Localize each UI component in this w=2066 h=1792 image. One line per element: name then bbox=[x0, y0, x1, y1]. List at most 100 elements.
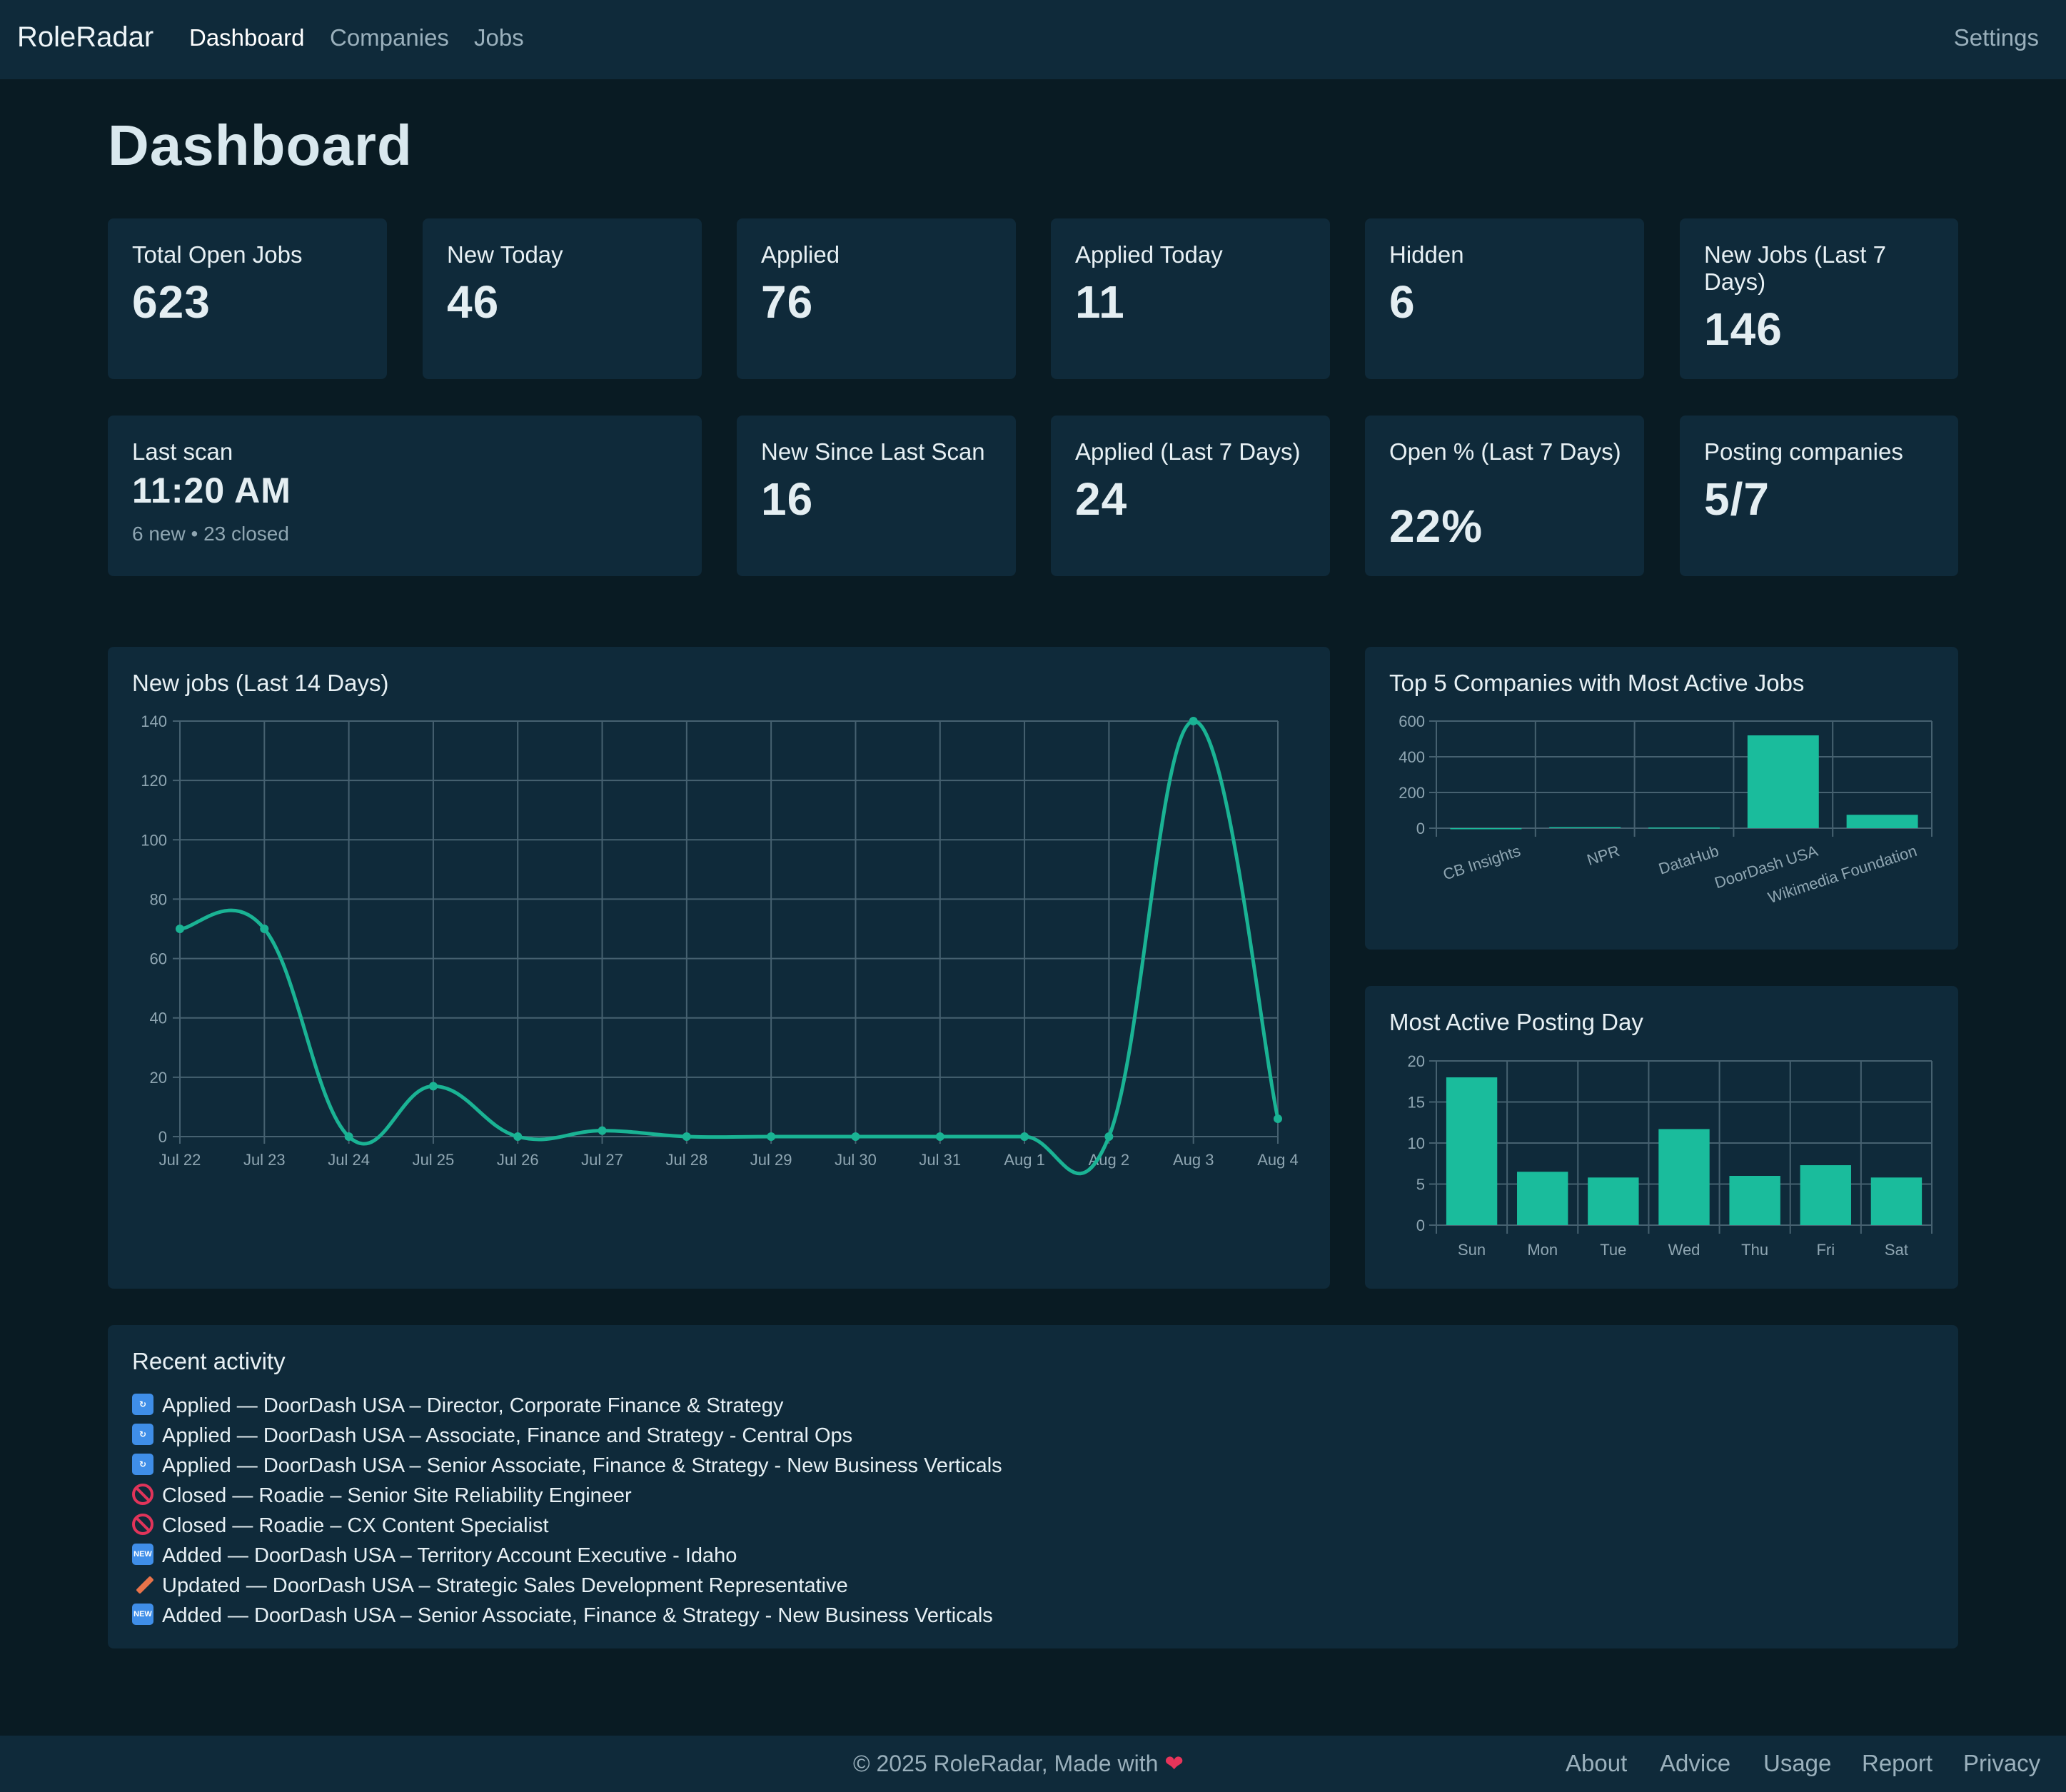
data-point bbox=[935, 1132, 944, 1141]
chart-card-top-companies: Top 5 Companies with Most Active Jobs 0 2… bbox=[1365, 647, 1958, 950]
stat-label: Total Open Jobs bbox=[132, 241, 303, 268]
activity-text: Closed — Roadie – Senior Site Reliabilit… bbox=[162, 1484, 632, 1507]
stat-value: 623 bbox=[132, 276, 211, 328]
x-tick-label: Jul 28 bbox=[665, 1151, 707, 1169]
navbar: RoleRadar Dashboard Companies Jobs Setti… bbox=[0, 0, 2066, 79]
x-tick-label: Jul 23 bbox=[243, 1151, 286, 1169]
stat-card-applied-today: Applied Today 11 bbox=[1051, 218, 1330, 379]
line-chart: 0 20 40 60 80 100 120 140 Jul 22 Jul 23 Jul 24 Jul … bbox=[141, 713, 1299, 1176]
data-point bbox=[1104, 1132, 1114, 1141]
chart-card-posting-day: Most Active Posting Day 0 5 10 15 20 Sun Mon Tu… bbox=[1365, 986, 1958, 1289]
applied-icon: ↻ bbox=[132, 1454, 153, 1476]
activity-item: ↻ Applied — DoorDash USA – Director, Corp… bbox=[132, 1391, 1002, 1421]
y-tick-label: 0 bbox=[1416, 820, 1425, 837]
y-tick-label: 20 bbox=[1408, 1052, 1425, 1070]
stat-value: 16 bbox=[761, 473, 814, 525]
footer: © 2025 RoleRadar, Made with ❤ About Advi… bbox=[0, 1736, 2066, 1792]
bar bbox=[1549, 827, 1621, 828]
y-tick-label: 100 bbox=[141, 831, 167, 849]
stat-card-new-today: New Today 46 bbox=[423, 218, 702, 379]
nav-jobs[interactable]: Jobs bbox=[474, 24, 524, 51]
x-tick-label: DataHub bbox=[1656, 842, 1720, 878]
y-tick-label: 200 bbox=[1399, 784, 1425, 802]
x-tick-label: Sat bbox=[1885, 1241, 1908, 1259]
stat-value: 146 bbox=[1704, 303, 1783, 355]
stat-card-hidden: Hidden 6 bbox=[1365, 218, 1644, 379]
x-tick-label: Jul 24 bbox=[328, 1151, 370, 1169]
bar bbox=[1517, 1172, 1568, 1225]
activity-text: Updated — DoorDash USA – Strategic Sales… bbox=[162, 1574, 848, 1597]
footer-copyright: © 2025 RoleRadar, Made with ❤ bbox=[853, 1750, 1184, 1777]
activity-item: ↻ Applied — DoorDash USA – Associate, Fin… bbox=[132, 1421, 1002, 1451]
y-tick-label: 20 bbox=[150, 1069, 167, 1087]
footer-link-privacy[interactable]: Privacy bbox=[1963, 1750, 2041, 1776]
data-point bbox=[598, 1126, 607, 1135]
stat-value: 24 bbox=[1075, 473, 1128, 525]
stat-card-new-since-last-scan: New Since Last Scan 16 bbox=[737, 416, 1016, 576]
stat-value: 76 bbox=[761, 276, 814, 328]
stat-label: Applied Today bbox=[1075, 241, 1223, 268]
y-tick-label: 60 bbox=[150, 950, 167, 968]
added-icon: NEW bbox=[132, 1544, 153, 1566]
y-tick-label: 140 bbox=[141, 713, 167, 730]
x-tick-label: Aug 4 bbox=[1257, 1151, 1299, 1169]
chart-card-new-jobs: New jobs (Last 14 Days) 0 20 40 60 80 100 120 1… bbox=[108, 647, 1330, 1289]
brand-logo[interactable]: RoleRadar bbox=[17, 21, 154, 53]
stat-card-new-jobs-7-days: New Jobs (Last 7 Days) 146 bbox=[1680, 218, 1958, 379]
y-tick-label: 120 bbox=[141, 772, 167, 790]
nav-settings[interactable]: Settings bbox=[1953, 24, 2039, 51]
bar bbox=[1588, 1177, 1639, 1225]
chart-title: Top 5 Companies with Most Active Jobs bbox=[1389, 670, 1805, 696]
data-point bbox=[428, 1082, 438, 1091]
stat-value: 5/7 bbox=[1704, 473, 1770, 525]
chart-title: Most Active Posting Day bbox=[1389, 1009, 1643, 1035]
footer-link-about[interactable]: About bbox=[1566, 1750, 1628, 1776]
x-tick-label: Jul 30 bbox=[835, 1151, 877, 1169]
activity-text: Applied — DoorDash USA – Associate, Fina… bbox=[162, 1424, 853, 1447]
stat-value: 11 bbox=[1075, 276, 1125, 328]
activity-text: Closed — Roadie – CX Content Specialist bbox=[162, 1514, 549, 1537]
x-tick-label: Tue bbox=[1600, 1241, 1626, 1259]
stat-label: Applied bbox=[761, 241, 840, 268]
stat-label: Last scan bbox=[132, 438, 233, 465]
data-point bbox=[1274, 1114, 1282, 1124]
x-tick-label: Jul 25 bbox=[413, 1151, 455, 1169]
x-tick-label: Wed bbox=[1668, 1241, 1700, 1259]
activity-title: Recent activity bbox=[132, 1348, 286, 1374]
activity-item: ↻ Applied — DoorDash USA – Senior Associa… bbox=[132, 1451, 1002, 1481]
data-point bbox=[682, 1132, 691, 1141]
activity-text: Added — DoorDash USA – Territory Account… bbox=[162, 1544, 737, 1567]
x-tick-label: Mon bbox=[1527, 1241, 1558, 1259]
page-title: Dashboard bbox=[108, 114, 413, 177]
applied-icon: ↻ bbox=[132, 1424, 153, 1446]
footer-link-advice[interactable]: Advice bbox=[1660, 1750, 1731, 1776]
bar bbox=[1729, 1176, 1780, 1225]
y-tick-label: 0 bbox=[1416, 1217, 1425, 1234]
x-tick-label: Sun bbox=[1458, 1241, 1486, 1259]
series-line bbox=[179, 719, 1280, 1176]
activity-text: Applied — DoorDash USA – Senior Associat… bbox=[162, 1454, 1002, 1477]
nav-companies[interactable]: Companies bbox=[330, 24, 449, 51]
x-tick-label: Aug 1 bbox=[1004, 1151, 1045, 1169]
recent-activity-card: Recent activity ↻ Applied — DoorDash USA … bbox=[108, 1325, 1958, 1648]
data-point bbox=[176, 925, 184, 933]
x-tick-label: Thu bbox=[1741, 1241, 1768, 1259]
x-tick-label: CB Insights bbox=[1441, 842, 1523, 884]
activity-item: NEW Added — DoorDash USA – Territory Acco… bbox=[132, 1541, 1002, 1571]
nav-dashboard[interactable]: Dashboard bbox=[189, 24, 305, 51]
y-tick-label: 0 bbox=[158, 1128, 167, 1146]
posting-day-bar-chart: 0 5 10 15 20 Sun Mon Tue Wed Thu Fri Sat bbox=[1408, 1052, 1933, 1259]
footer-link-report[interactable]: Report bbox=[1862, 1750, 1933, 1776]
y-tick-label: 10 bbox=[1408, 1134, 1425, 1152]
stat-label: Hidden bbox=[1389, 241, 1464, 268]
x-tick-label: Jul 27 bbox=[581, 1151, 623, 1169]
activity-text: Added — DoorDash USA – Senior Associate,… bbox=[162, 1604, 993, 1627]
data-point bbox=[344, 1132, 353, 1141]
y-tick-label: 5 bbox=[1416, 1176, 1425, 1194]
stat-label: New Jobs (Last 7 Days) bbox=[1704, 241, 1886, 295]
stat-label: New Since Last Scan bbox=[761, 438, 985, 465]
chart-title: New jobs (Last 14 Days) bbox=[132, 670, 389, 696]
footer-link-usage[interactable]: Usage bbox=[1763, 1750, 1832, 1776]
bar bbox=[1800, 1165, 1851, 1225]
